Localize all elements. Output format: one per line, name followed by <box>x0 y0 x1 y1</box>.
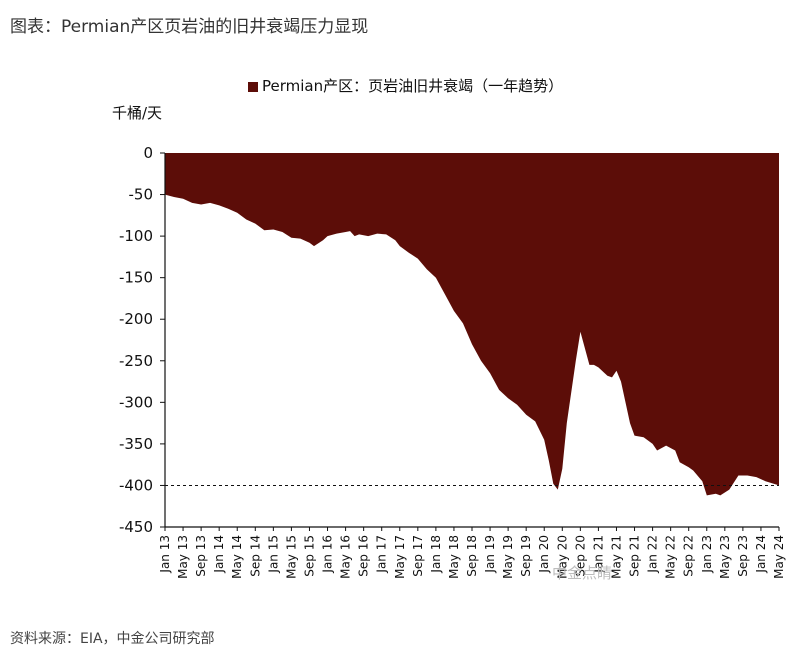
x-tick-label: Jan 24 <box>754 535 768 574</box>
y-tick-label: -450 <box>119 518 153 536</box>
watermark-text: 中金点睛 <box>552 564 613 582</box>
x-tick-labels: Jan 13 May 13 Sep 13 Jan 14 May 14 Sep 14 Jan … <box>158 535 786 579</box>
x-tick-label: Sep 21 <box>628 535 642 577</box>
x-tick-label: Jan 17 <box>375 535 389 574</box>
x-tick-label: Jan 20 <box>537 535 551 574</box>
x-tick-label: May 23 <box>718 535 732 579</box>
x-tick-label: Jan 13 <box>158 535 172 574</box>
figure-title: 图表：Permian产区页岩油的旧井衰竭压力显现 <box>10 17 369 37</box>
x-tick-label: Jan 15 <box>266 535 280 574</box>
x-tick-label: Sep 18 <box>465 535 479 577</box>
x-tick-label: Sep 15 <box>303 535 317 577</box>
x-tick-label: Sep 22 <box>682 535 696 577</box>
y-axis-label: 千桶/天 <box>112 104 162 122</box>
x-tick-label: Sep 17 <box>411 535 425 577</box>
y-tick-label: 0 <box>143 144 153 162</box>
area-chart: Permian产区：页岩油旧井衰竭（一年趋势） 千桶/天 0 -50 -100 -15… <box>112 77 786 579</box>
y-tick-label: -300 <box>119 393 153 411</box>
x-tick-label: May 24 <box>772 535 786 579</box>
x-tick-label: Jan 23 <box>700 535 714 574</box>
x-tick-label: Sep 23 <box>736 535 750 577</box>
y-tick-label: -50 <box>129 186 154 204</box>
x-tick-label: Sep 20 <box>573 535 587 577</box>
x-tick-label: Sep 13 <box>194 535 208 577</box>
y-tick-label: -200 <box>119 310 153 328</box>
legend-swatch <box>248 82 258 92</box>
y-tick-label: -400 <box>119 476 153 494</box>
x-tick-label: May 20 <box>555 535 569 579</box>
x-tick-label: Jan 22 <box>646 535 660 574</box>
x-tick-label: Sep 14 <box>248 535 262 577</box>
x-tick-label: Jan 19 <box>483 535 497 574</box>
figure-source: 资料来源：EIA，中金公司研究部 <box>10 631 215 647</box>
y-tick-label: -350 <box>119 435 153 453</box>
x-tick-label: May 16 <box>339 535 353 579</box>
x-tick-label: Jan 16 <box>321 535 335 574</box>
x-tick-label: Jan 14 <box>212 535 226 574</box>
x-tick-label: May 21 <box>610 535 624 579</box>
x-tick-label: Sep 16 <box>357 535 371 577</box>
chart-legend: Permian产区：页岩油旧井衰竭（一年趋势） <box>248 77 563 95</box>
x-tick-label: May 22 <box>664 535 678 579</box>
x-tick-label: May 18 <box>447 535 461 579</box>
x-tick-label: Jan 18 <box>429 535 443 574</box>
x-tick-label: May 13 <box>176 535 190 579</box>
y-tick-label: -250 <box>119 352 153 370</box>
x-tick-label: Sep 19 <box>519 535 533 577</box>
series-area <box>165 153 779 496</box>
x-tick-label: Jan 21 <box>591 535 605 574</box>
chart-panel: Permian产区：页岩油旧井衰竭（一年趋势） 千桶/天 0 -50 -100 -15… <box>0 55 800 607</box>
y-tick-label: -150 <box>119 269 153 287</box>
axes <box>160 152 780 531</box>
x-tick-label: May 15 <box>284 535 298 579</box>
x-tick-label: May 17 <box>393 535 407 579</box>
legend-label: Permian产区：页岩油旧井衰竭（一年趋势） <box>262 77 563 95</box>
y-tick-label: -100 <box>119 227 153 245</box>
x-tick-label: May 19 <box>501 535 515 579</box>
series-area-group <box>165 153 779 496</box>
x-tick-label: May 14 <box>230 535 244 579</box>
y-tick-labels: 0 -50 -100 -150 -200 -250 -300 -350 -400 -450 <box>119 144 153 536</box>
